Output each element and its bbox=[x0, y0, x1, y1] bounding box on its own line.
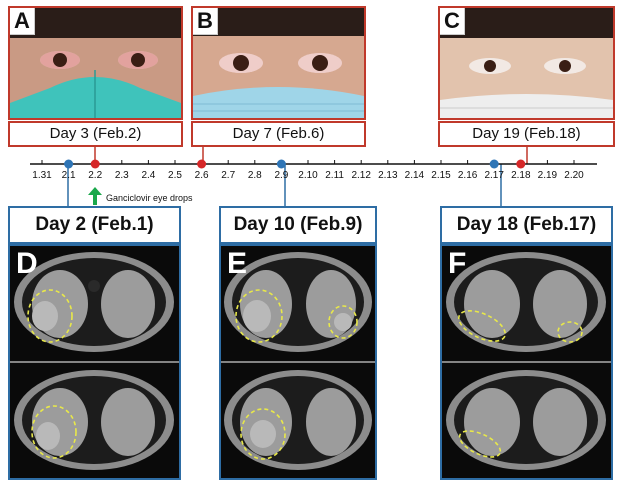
timeline-marker-red bbox=[516, 159, 526, 169]
ganciclovir-annotation: Ganciclovir eye drops bbox=[106, 193, 193, 203]
timeline-tick-label: 2.15 bbox=[431, 170, 451, 181]
ct-scan-panel-e: E bbox=[219, 244, 377, 480]
ct-caption-d: Day 2 (Feb.1) bbox=[8, 206, 181, 244]
ct-scan-e bbox=[221, 246, 375, 478]
panel-letter-a: A bbox=[10, 8, 35, 35]
ct-scan-d bbox=[10, 246, 179, 478]
panel-letter-c: C bbox=[440, 8, 465, 35]
timeline-tick-label: 2.7 bbox=[221, 170, 236, 181]
timeline-tick-label: 2.19 bbox=[537, 170, 558, 181]
ct-caption-e: Day 10 (Feb.9) bbox=[219, 206, 377, 244]
timeline-tick-label: 2.18 bbox=[511, 170, 531, 181]
timeline-tick-label: 2.20 bbox=[564, 170, 584, 181]
timeline-marker-blue bbox=[276, 159, 286, 169]
panel-letter-e: E bbox=[227, 247, 248, 280]
timeline-tick-label: 2.13 bbox=[378, 170, 398, 181]
timeline-marker-red bbox=[90, 159, 100, 169]
timeline-tick-label: 2.5 bbox=[168, 170, 182, 181]
panel-letter-f: F bbox=[448, 247, 467, 280]
eye-photo-panel-c: C bbox=[438, 6, 615, 120]
timeline-tick-label: 2.8 bbox=[247, 170, 262, 181]
eye-caption-a: Day 3 (Feb.2) bbox=[8, 121, 183, 147]
timeline-tick-label: 2.10 bbox=[298, 170, 318, 181]
eye-photo-b bbox=[193, 8, 364, 118]
ct-scan-f bbox=[442, 246, 611, 478]
timeline-tick-label: 2.9 bbox=[274, 170, 289, 181]
timeline-tick-label: 2.12 bbox=[351, 170, 371, 181]
timeline-tick-label: 2.14 bbox=[404, 170, 425, 181]
timeline-tick-label: 2.6 bbox=[194, 170, 209, 181]
timeline-tick-label: 2.3 bbox=[114, 170, 129, 181]
eye-caption-b: Day 7 (Feb.6) bbox=[191, 121, 366, 147]
timeline-tick-label: 1.31 bbox=[32, 170, 52, 181]
eye-photo-panel-a: A bbox=[8, 6, 183, 120]
eye-photo-panel-b: B bbox=[191, 6, 366, 120]
timeline-tick-label: 2.17 bbox=[484, 170, 504, 181]
timeline-tick-label: 2.4 bbox=[141, 170, 156, 181]
panel-letter-d: D bbox=[16, 247, 38, 280]
ct-caption-f: Day 18 (Feb.17) bbox=[440, 206, 613, 244]
ct-scan-panel-f: F bbox=[440, 244, 613, 480]
eye-photo-c bbox=[440, 8, 613, 118]
timeline-marker-blue bbox=[489, 159, 499, 169]
timeline-marker-blue bbox=[64, 159, 74, 169]
timeline-marker-red bbox=[197, 159, 207, 169]
timeline-tick-label: 2.11 bbox=[325, 170, 344, 181]
timeline-tick-label: 2.16 bbox=[457, 170, 478, 181]
eye-photo-a bbox=[10, 8, 181, 118]
timeline-tick-label: 2.1 bbox=[61, 170, 76, 181]
eye-caption-c: Day 19 (Feb.18) bbox=[438, 121, 615, 147]
timeline-tick-label: 2.2 bbox=[88, 170, 103, 181]
arrow-up-icon bbox=[88, 187, 102, 205]
ct-scan-panel-d: D bbox=[8, 244, 181, 480]
panel-letter-b: B bbox=[193, 8, 218, 35]
